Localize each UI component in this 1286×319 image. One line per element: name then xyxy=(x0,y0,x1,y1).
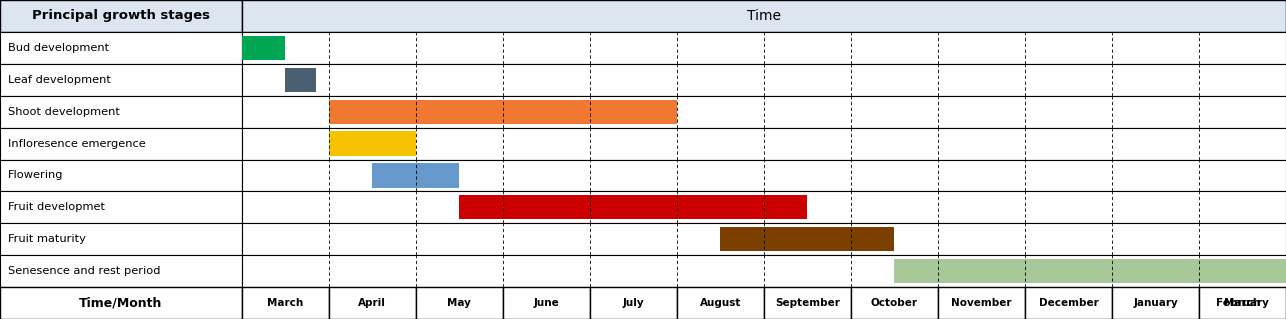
Bar xyxy=(1025,287,1112,319)
Bar xyxy=(0,223,242,255)
Bar xyxy=(242,287,329,319)
Text: Shoot development: Shoot development xyxy=(8,107,120,117)
Bar xyxy=(0,160,242,191)
Bar xyxy=(676,287,764,319)
Bar xyxy=(242,36,285,60)
Bar xyxy=(242,191,1286,223)
Bar xyxy=(0,191,242,223)
Bar xyxy=(285,68,316,92)
Bar xyxy=(0,32,242,64)
Text: Flowering: Flowering xyxy=(8,170,63,181)
Bar xyxy=(329,287,415,319)
Text: October: October xyxy=(871,298,918,308)
Text: Fruit maturity: Fruit maturity xyxy=(8,234,86,244)
Bar xyxy=(895,259,1286,283)
Bar xyxy=(0,255,242,287)
Text: March: March xyxy=(1224,298,1260,308)
Bar xyxy=(373,163,459,188)
Text: November: November xyxy=(952,298,1012,308)
Bar xyxy=(329,100,676,124)
Bar xyxy=(242,64,1286,96)
Text: March: March xyxy=(267,298,303,308)
Bar xyxy=(0,128,242,160)
Bar xyxy=(459,195,808,219)
Text: September: September xyxy=(775,298,840,308)
Bar xyxy=(242,96,1286,128)
Text: Bud development: Bud development xyxy=(8,43,109,53)
Bar xyxy=(242,32,1286,64)
Bar xyxy=(1199,287,1286,319)
Bar xyxy=(590,287,676,319)
Text: Time: Time xyxy=(747,9,781,23)
Bar xyxy=(851,287,937,319)
Bar xyxy=(503,287,590,319)
Bar xyxy=(0,0,242,32)
Bar xyxy=(242,223,1286,255)
Bar xyxy=(0,96,242,128)
Bar xyxy=(0,64,242,96)
Bar xyxy=(937,287,1025,319)
Text: August: August xyxy=(700,298,741,308)
Text: January: January xyxy=(1133,298,1178,308)
Text: Senesence and rest period: Senesence and rest period xyxy=(8,266,161,276)
Text: June: June xyxy=(534,298,559,308)
Text: May: May xyxy=(448,298,471,308)
Text: February: February xyxy=(1217,298,1269,308)
Text: Leaf development: Leaf development xyxy=(8,75,111,85)
Bar xyxy=(242,160,1286,191)
Text: Time/Month: Time/Month xyxy=(80,297,162,309)
Bar xyxy=(329,131,415,156)
Text: Fruit developmet: Fruit developmet xyxy=(8,202,104,212)
Text: Infloresence emergence: Infloresence emergence xyxy=(8,138,145,149)
Text: December: December xyxy=(1039,298,1098,308)
Bar xyxy=(0,287,242,319)
Text: Principal growth stages: Principal growth stages xyxy=(32,10,210,22)
Bar xyxy=(1112,287,1199,319)
Bar xyxy=(720,227,895,251)
Bar xyxy=(415,287,503,319)
Bar xyxy=(764,287,851,319)
Text: April: April xyxy=(359,298,386,308)
Text: July: July xyxy=(622,298,644,308)
Bar xyxy=(242,0,1286,32)
Bar xyxy=(242,255,1286,287)
Bar xyxy=(242,128,1286,160)
